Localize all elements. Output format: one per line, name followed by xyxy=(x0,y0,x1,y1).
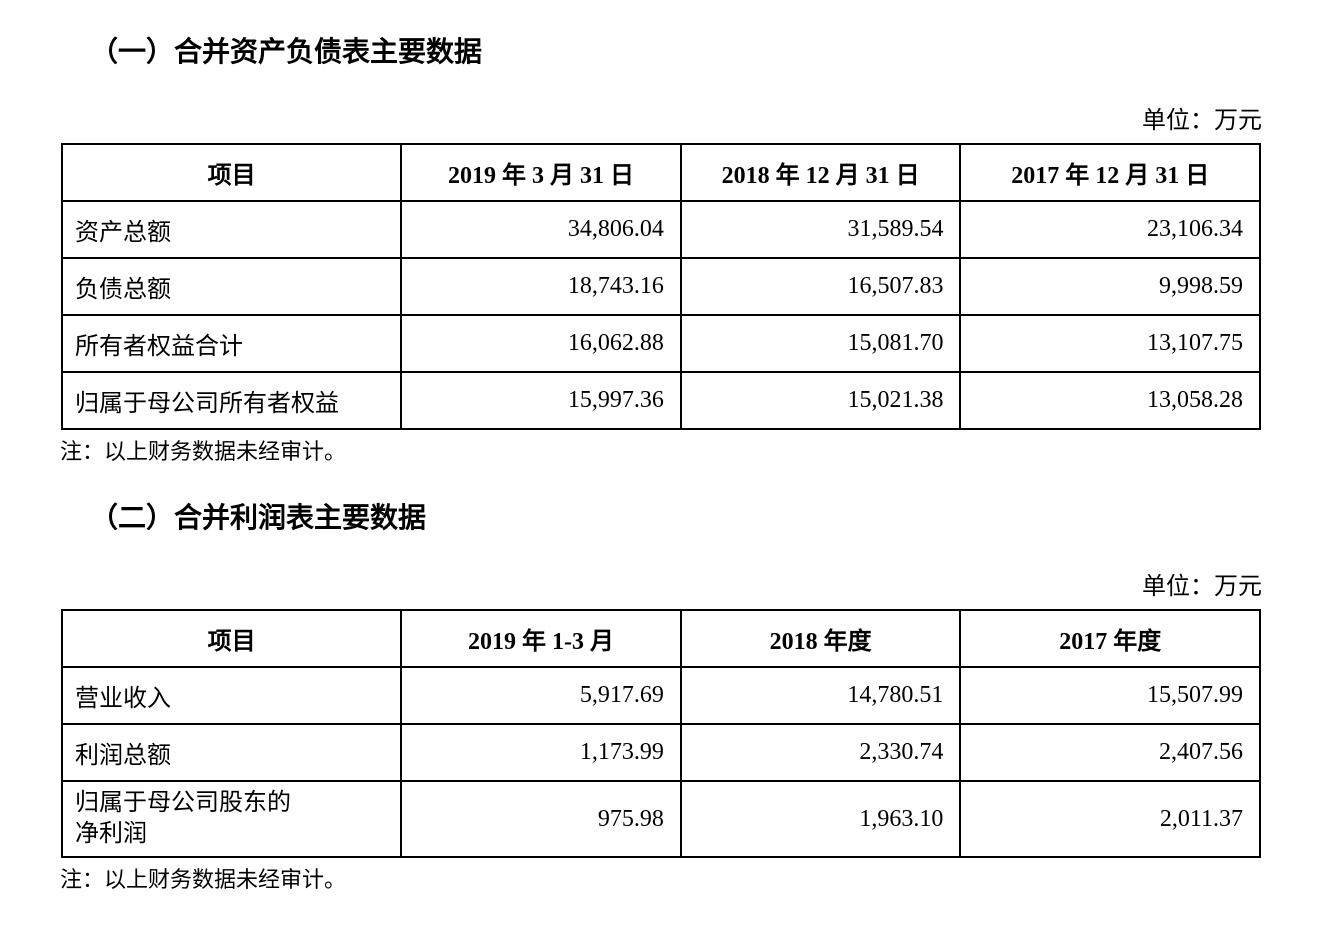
income-statement-table: 项目 2019 年 1-3 月 2018 年度 2017 年度 营业收入 5,9… xyxy=(61,609,1261,858)
section1-footnote: 注：以上财务数据未经审计。 xyxy=(60,434,1282,466)
row-label: 营业收入 xyxy=(62,667,401,724)
balance-sheet-table: 项目 2019 年 3 月 31 日 2018 年 12 月 31 日 2017… xyxy=(61,143,1261,430)
col-header-period2: 2018 年 12 月 31 日 xyxy=(681,144,961,201)
row-label: 归属于母公司股东的 净利润 xyxy=(62,781,401,857)
col-header-period1: 2019 年 1-3 月 xyxy=(401,610,681,667)
cell-value: 18,743.16 xyxy=(401,258,681,315)
row-label: 归属于母公司所有者权益 xyxy=(62,372,401,429)
cell-value: 16,507.83 xyxy=(681,258,961,315)
row-label: 负债总额 xyxy=(62,258,401,315)
col-header-period3: 2017 年度 xyxy=(960,610,1260,667)
cell-value: 23,106.34 xyxy=(960,201,1260,258)
cell-value: 31,589.54 xyxy=(681,201,961,258)
table-row: 资产总额 34,806.04 31,589.54 23,106.34 xyxy=(62,201,1260,258)
cell-value: 15,507.99 xyxy=(960,667,1260,724)
table-header-row: 项目 2019 年 1-3 月 2018 年度 2017 年度 xyxy=(62,610,1260,667)
section1-heading: （一）合并资产负债表主要数据 xyxy=(90,30,1282,70)
cell-value: 15,997.36 xyxy=(401,372,681,429)
table-row: 归属于母公司股东的 净利润 975.98 1,963.10 2,011.37 xyxy=(62,781,1260,857)
col-header-period3: 2017 年 12 月 31 日 xyxy=(960,144,1260,201)
cell-value: 2,330.74 xyxy=(681,724,961,781)
section2-unit: 单位：万元 xyxy=(40,566,1262,601)
cell-value: 14,780.51 xyxy=(681,667,961,724)
row-label-line2: 净利润 xyxy=(75,821,147,847)
table-row: 归属于母公司所有者权益 15,997.36 15,021.38 13,058.2… xyxy=(62,372,1260,429)
section1-unit: 单位：万元 xyxy=(40,100,1262,135)
cell-value: 15,021.38 xyxy=(681,372,961,429)
row-label-line1: 归属于母公司股东的 xyxy=(75,790,291,816)
section2-heading: （二）合并利润表主要数据 xyxy=(90,496,1282,536)
col-header-period1: 2019 年 3 月 31 日 xyxy=(401,144,681,201)
cell-value: 13,058.28 xyxy=(960,372,1260,429)
row-label: 利润总额 xyxy=(62,724,401,781)
cell-value: 5,917.69 xyxy=(401,667,681,724)
cell-value: 2,011.37 xyxy=(960,781,1260,857)
table-row: 负债总额 18,743.16 16,507.83 9,998.59 xyxy=(62,258,1260,315)
cell-value: 16,062.88 xyxy=(401,315,681,372)
col-header-item: 项目 xyxy=(62,610,401,667)
table-row: 所有者权益合计 16,062.88 15,081.70 13,107.75 xyxy=(62,315,1260,372)
cell-value: 1,963.10 xyxy=(681,781,961,857)
cell-value: 1,173.99 xyxy=(401,724,681,781)
table-header-row: 项目 2019 年 3 月 31 日 2018 年 12 月 31 日 2017… xyxy=(62,144,1260,201)
row-label: 资产总额 xyxy=(62,201,401,258)
cell-value: 2,407.56 xyxy=(960,724,1260,781)
table-row: 营业收入 5,917.69 14,780.51 15,507.99 xyxy=(62,667,1260,724)
section2-footnote: 注：以上财务数据未经审计。 xyxy=(60,862,1282,894)
table-row: 利润总额 1,173.99 2,330.74 2,407.56 xyxy=(62,724,1260,781)
col-header-item: 项目 xyxy=(62,144,401,201)
cell-value: 975.98 xyxy=(401,781,681,857)
col-header-period2: 2018 年度 xyxy=(681,610,961,667)
cell-value: 9,998.59 xyxy=(960,258,1260,315)
cell-value: 15,081.70 xyxy=(681,315,961,372)
row-label: 所有者权益合计 xyxy=(62,315,401,372)
cell-value: 13,107.75 xyxy=(960,315,1260,372)
cell-value: 34,806.04 xyxy=(401,201,681,258)
